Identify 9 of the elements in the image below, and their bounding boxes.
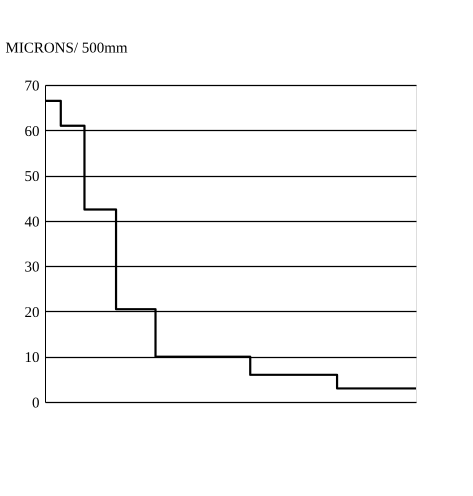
y-tick-label: 30 [24, 260, 40, 276]
y-axis-title: MICRONS/ 500mm [6, 40, 128, 56]
y-tick-label: 20 [24, 304, 40, 321]
y-tick-label: 50 [24, 169, 40, 186]
y-tick-label: 70 [24, 78, 40, 94]
y-tick-label: 10 [24, 350, 40, 366]
y-tick-label: 40 [24, 214, 40, 230]
y-tick-label: 60 [24, 124, 40, 140]
y-tick-label: 0 [32, 396, 40, 412]
